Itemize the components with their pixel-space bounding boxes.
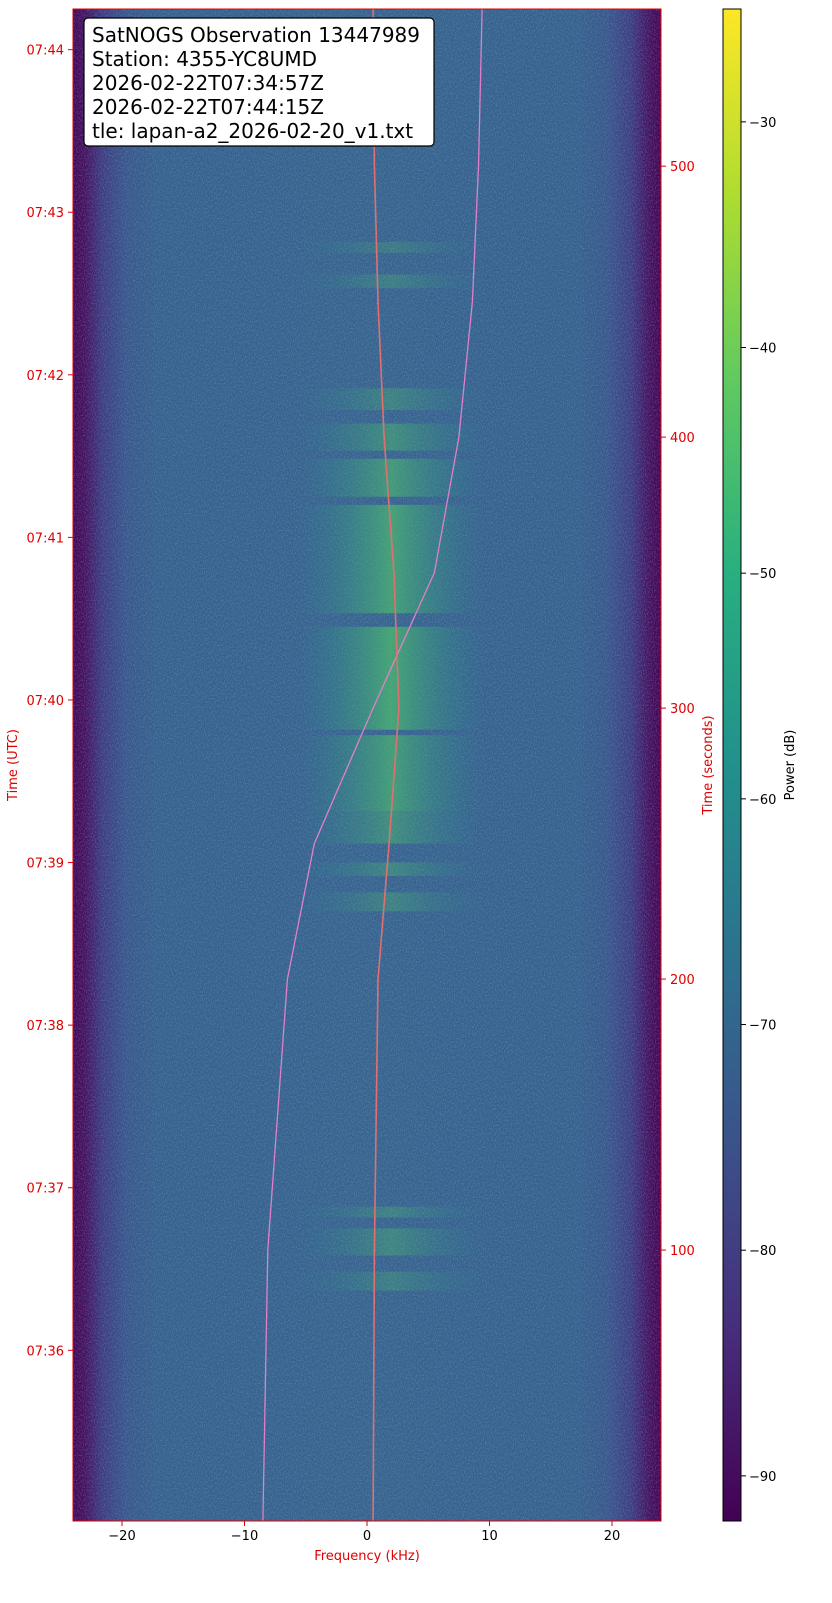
y-right-tick-label-4: 500 [670,160,695,175]
activity-band-6 [299,735,484,812]
activity-band-0 [299,1271,484,1291]
activity-band-8 [299,504,484,614]
colorbar-tick-label-2: −50 [749,567,776,582]
x-tick-label-3: 10 [481,1529,498,1544]
colorbar-tick-label-1: −40 [749,342,776,357]
y-left-tick-label-4: 07:40 [27,694,64,709]
y-right-axis-ticks: 100 200 300 400 500 [661,160,695,1259]
x-tick-label-2: 0 [363,1529,371,1544]
y-right-axis-label: Time (seconds) [701,715,716,815]
spectrogram-plot-area [73,9,661,1521]
activity-band-12 [299,274,484,289]
predicted-doppler-trace [262,9,483,1521]
activity-band-9 [299,458,484,497]
activity-band-4 [299,862,484,877]
annotation-line-1: SatNOGS Observation 13447989 [92,23,420,47]
colorbar-tick-label-4: −70 [749,1019,776,1034]
x-tick-label-0: −20 [108,1529,135,1544]
x-tick-label-4: 20 [604,1529,621,1544]
activity-band-1 [299,1228,484,1256]
colorbar-label: Power (dB) [783,730,798,801]
y-left-tick-label-0: 07:36 [27,1344,64,1359]
activity-band-10 [299,423,484,451]
y-left-tick-label-6: 07:42 [27,369,64,384]
activity-band-11 [299,388,484,411]
observation-info-box: SatNOGS Observation 13447989 Station: 43… [83,17,435,147]
annotation-line-2: Station: 4355-YC8UMD [92,47,317,71]
x-axis-label: Frequency (kHz) [314,1549,420,1564]
y-left-tick-label-8: 07:44 [27,44,64,59]
annotation-line-3: 2026-02-22T07:34:57Z [92,71,324,95]
colorbar-tick-label-3: −60 [749,793,776,808]
activity-band-2 [299,1206,484,1218]
y-right-tick-label-1: 200 [670,973,695,988]
colorbar-ticks: −30 −40 −50 −60 −70 −80 −90 [741,116,776,1485]
x-axis-ticks: −20 −10 0 10 20 [108,1521,620,1544]
received-signal-trace [372,9,400,1521]
activity-band-7 [299,626,484,730]
y-right-tick-label-3: 400 [670,431,695,446]
colorbar-tick-label-0: −30 [749,116,776,131]
y-left-axis-label: Time (UTC) [6,729,21,802]
colorbar-tick-label-6: −90 [749,1470,776,1485]
colorbar [722,8,742,1522]
y-right-tick-label-0: 100 [670,1244,695,1259]
activity-band-3 [299,892,484,912]
y-right-tick-label-2: 300 [670,702,695,717]
activity-band-13 [299,242,484,253]
y-left-tick-label-3: 07:39 [27,857,64,872]
annotation-line-5: tle: lapan-a2_2026-02-20_v1.txt [92,119,413,143]
y-left-tick-label-5: 07:41 [27,531,64,546]
y-left-axis-ticks: 07:36 07:37 07:38 07:39 07:40 07:41 07:42 07:43… [27,44,73,1359]
y-left-tick-label-7: 07:43 [27,206,64,221]
x-tick-label-1: −10 [231,1529,258,1544]
signal-activity-bands [299,242,484,1291]
y-left-tick-label-1: 07:37 [27,1182,64,1197]
y-left-tick-label-2: 07:38 [27,1019,64,1034]
annotation-line-4: 2026-02-22T07:44:15Z [92,95,324,119]
colorbar-tick-label-5: −80 [749,1244,776,1259]
